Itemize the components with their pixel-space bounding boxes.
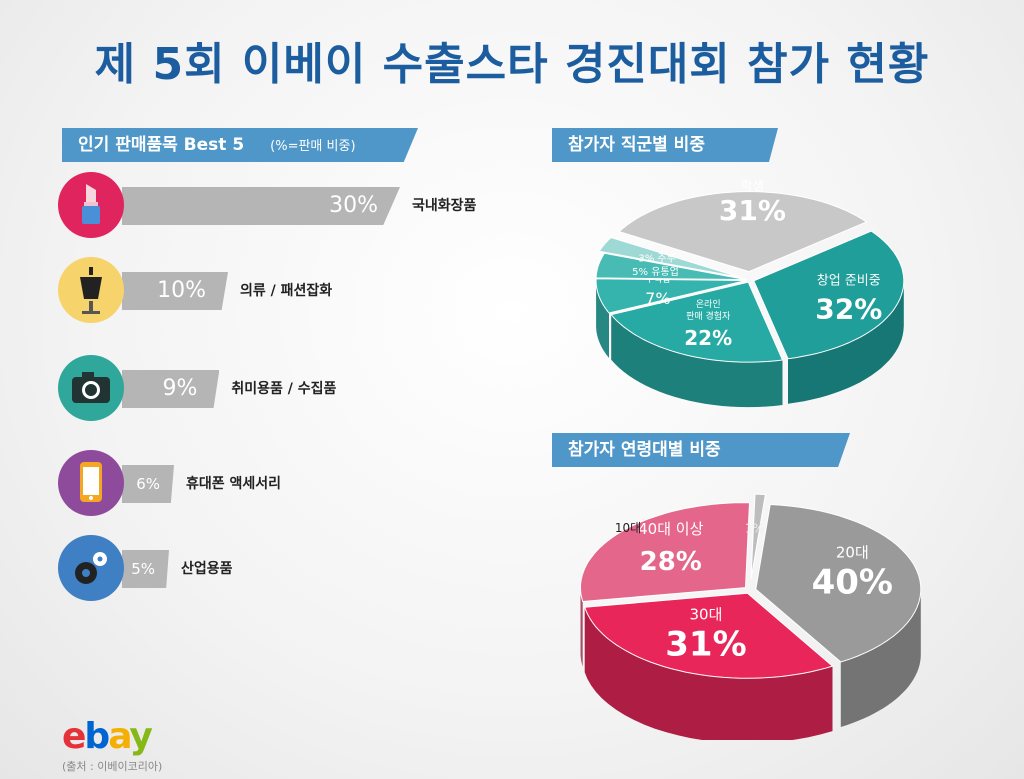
pie-slice [753, 230, 905, 360]
pie-slice [584, 592, 834, 679]
pie-slice-side [584, 607, 833, 740]
slice-name-label: 무역업 [645, 274, 670, 285]
bar-5: 5% [122, 550, 169, 588]
logo-y: y [129, 716, 153, 757]
slice-value-label: 31% [665, 625, 746, 665]
bar-value-label: 9% [162, 376, 198, 401]
job-ribbon-title: 참가자 직군별 비중 [568, 135, 705, 155]
bar-category-label: 취미용품 / 수집품 [231, 381, 337, 397]
pie-slice [595, 278, 747, 314]
slice-name-label: 40대 이상 [638, 520, 703, 538]
bar-2: 10% [122, 272, 228, 310]
lipstick-icon [58, 172, 124, 238]
dress-icon [58, 257, 124, 323]
gears-icon [58, 535, 124, 601]
pie-slice [598, 236, 742, 278]
slice-value-label: 31% [719, 194, 786, 227]
slice-name-label: 판매 경험자 [686, 310, 731, 322]
bar-value-label: 30% [329, 193, 378, 218]
slice-label: 3% 주부 [638, 254, 675, 265]
pie-slice-side [611, 314, 783, 408]
best5-ribbon-note: (%=판매 비중) [270, 139, 356, 154]
slice-name-label: 창업 준비중 [817, 274, 881, 289]
age-ribbon: 참가자 연령대별 비중 [552, 433, 850, 467]
bar-category-label: 의류 / 패션잡화 [240, 283, 333, 299]
slice-name-label: 10대 [615, 521, 641, 535]
source-note: (출처 : 이베이코리아) [62, 760, 163, 773]
slice-label: 5% 유통업 [632, 265, 679, 278]
best5-ribbon-title: 인기 판매품목 Best 5 [78, 135, 245, 155]
pie-slice [610, 281, 784, 363]
slice-value-label: 32% [815, 293, 882, 326]
slice-name-label: 온라인 [696, 299, 721, 310]
phone-icon [58, 450, 124, 516]
logo-b: b [84, 716, 110, 757]
slice-value-label: 7% [645, 289, 670, 308]
ebay-logo: ebay [62, 716, 153, 757]
bar-1: 30% [122, 187, 400, 225]
age-ribbon-title: 참가자 연령대별 비중 [568, 440, 721, 460]
logo-e: e [62, 716, 86, 757]
bar-3: 9% [122, 370, 220, 408]
logo-a: a [108, 716, 131, 757]
slice-value-label: 28% [640, 547, 702, 577]
slice-value-label: 40% [812, 563, 893, 603]
pie-slice-side [580, 587, 583, 667]
pie-slice [755, 503, 922, 663]
slice-value-label: 1% [745, 521, 764, 535]
pie-slice-side [596, 280, 609, 358]
pie-slice [579, 502, 751, 603]
page-title: 제 5회 이베이 수출스타 경진대회 참가 현황 [94, 39, 930, 90]
bar-value-label: 6% [136, 475, 160, 493]
pie-slice-side [840, 589, 921, 727]
pie-slice [750, 493, 766, 580]
bar-4: 6% [122, 465, 174, 503]
best5-ribbon: 인기 판매품목 Best 5 (%=판매 비중) [62, 128, 418, 162]
slice-name-label: 30대 [690, 606, 723, 624]
bar-value-label: 10% [157, 278, 206, 303]
bar-value-label: 5% [131, 560, 155, 578]
slice-name-label: 20대 [836, 544, 869, 562]
bar-category-label: 국내화장품 [412, 198, 477, 214]
bar-category-label: 휴대폰 액세서리 [186, 476, 282, 492]
pie-slice [618, 191, 868, 273]
slice-name-label: 학생 [740, 180, 764, 194]
pie-slice-side [788, 280, 904, 404]
bar-category-label: 산업용품 [181, 561, 233, 577]
pie-slice [595, 252, 747, 281]
slice-value-label: 22% [684, 326, 732, 350]
camera-icon [58, 355, 124, 421]
job-ribbon: 참가자 직군별 비중 [552, 128, 778, 162]
